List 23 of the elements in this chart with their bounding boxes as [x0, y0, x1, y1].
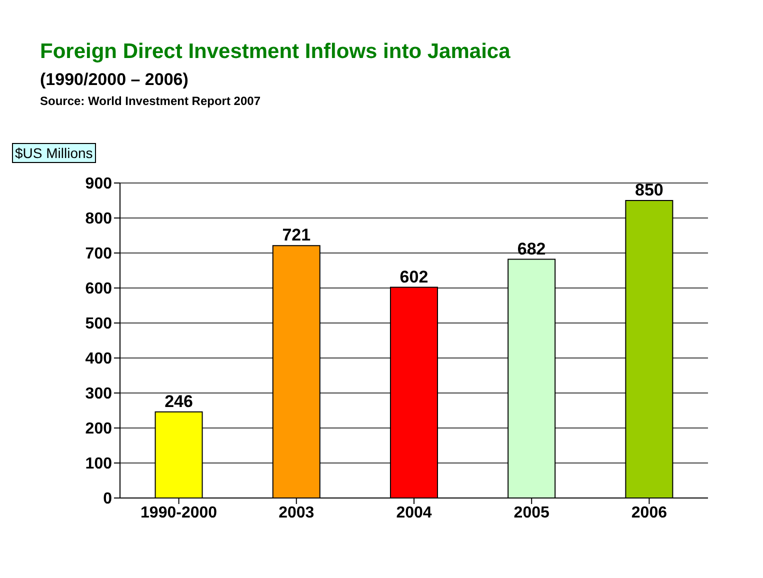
data-label: 246	[164, 392, 193, 411]
data-label: 721	[282, 226, 311, 245]
data-label: 850	[634, 180, 664, 200]
chart-subtitle: (1990/2000 – 2006)	[40, 70, 188, 90]
y-tick-label: 500	[85, 316, 112, 333]
y-tick-label: 0	[103, 490, 112, 508]
data-label: 602	[400, 267, 428, 286]
y-tick-label: 600	[85, 280, 112, 298]
y-tick-label: 200	[85, 420, 112, 438]
y-tick-label: 900	[85, 176, 112, 193]
y-axis-title: $US Millions	[12, 143, 96, 163]
y-tick-label: 300	[85, 386, 112, 403]
chart-title: Foreign Direct Investment Inflows into Jamaica	[40, 40, 510, 64]
y-tick-label: 100	[85, 456, 112, 473]
x-tick-label: 2004	[396, 504, 432, 522]
x-tick-label: 1990-2000	[140, 504, 218, 522]
y-tick-label: 400	[85, 350, 112, 368]
x-tick-label: 2005	[514, 504, 550, 522]
source-note: Source: World Investment Report 2007	[40, 94, 260, 108]
x-tick-label: 2003	[278, 504, 314, 522]
y-tick-label: 700	[85, 246, 112, 263]
y-tick-label: 800	[85, 210, 112, 228]
x-tick-label: 2006	[631, 504, 668, 522]
